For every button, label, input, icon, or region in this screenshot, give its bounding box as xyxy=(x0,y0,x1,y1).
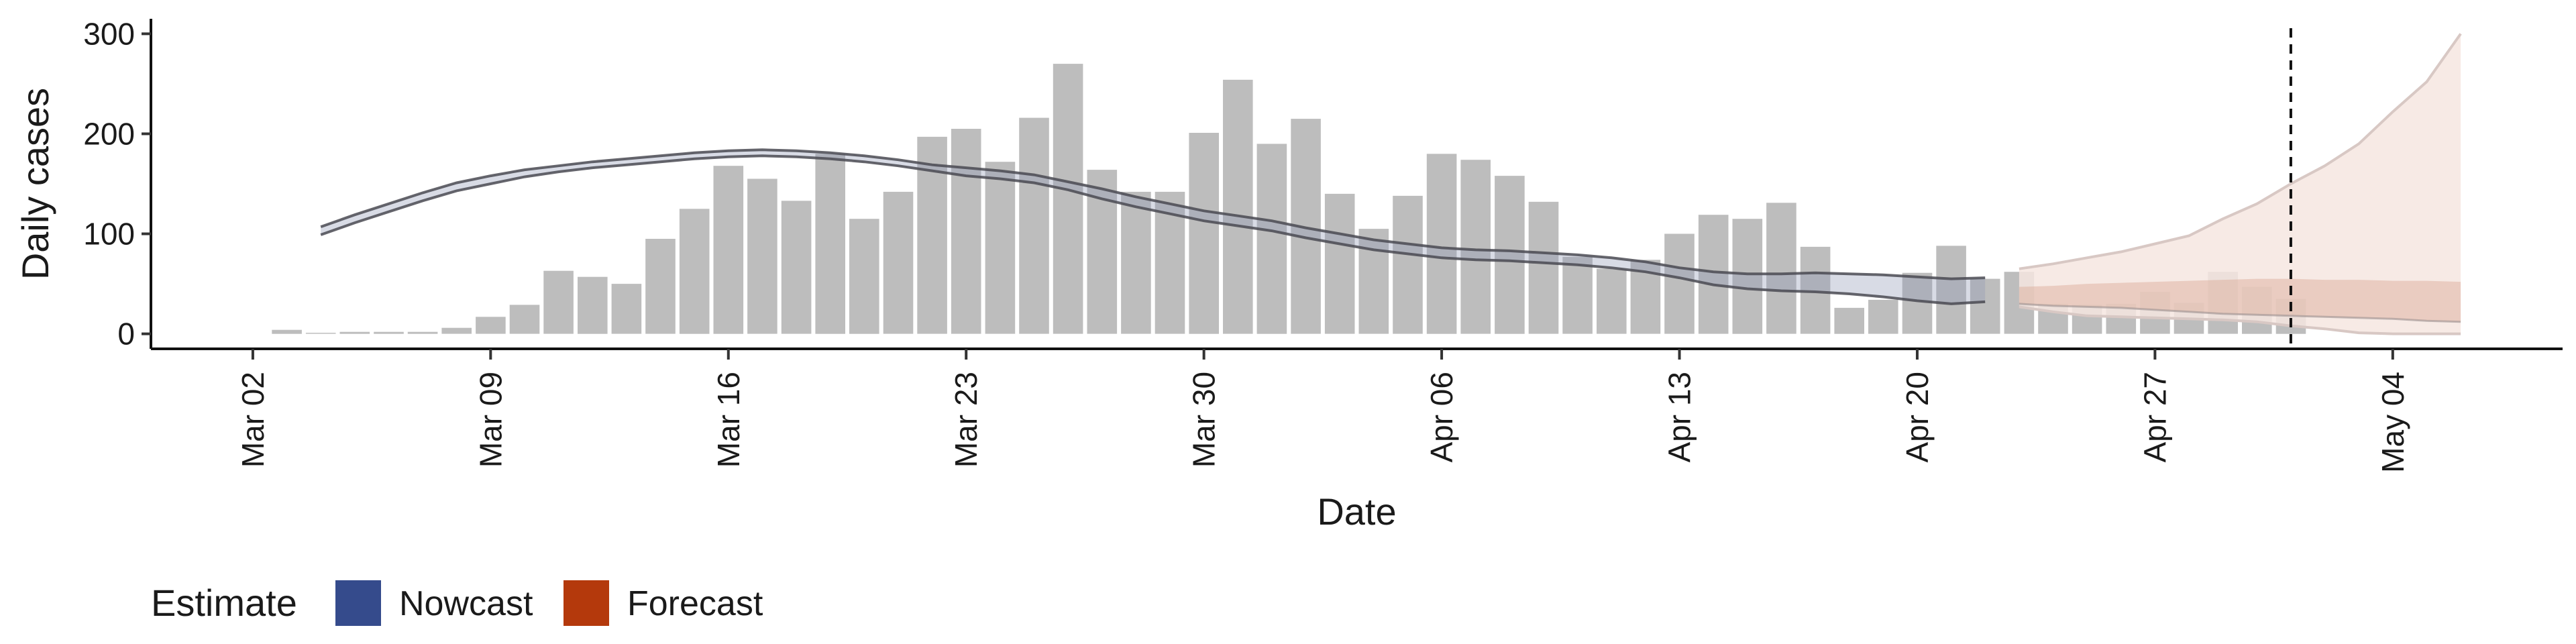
bar-2020-03-23 xyxy=(951,129,981,334)
legend: Estimate Nowcast Forecast xyxy=(151,580,763,626)
forecast-inner-band xyxy=(2019,278,2461,322)
bar-2020-04-21 xyxy=(1936,246,1966,334)
x-tick-label-2020-04-13: Apr 13 xyxy=(1662,372,1697,463)
y-axis-title: Daily cases xyxy=(14,88,56,280)
x-axis-title: Date xyxy=(1317,490,1396,533)
y-tick-label-300: 300 xyxy=(83,16,135,51)
x-tick-label-2020-05-04: May 04 xyxy=(2375,372,2410,473)
estimate-lower-line xyxy=(320,154,1986,305)
bar-2020-04-18 xyxy=(1834,307,1864,334)
forecast-layer xyxy=(2019,33,2462,335)
bar-2020-03-17 xyxy=(747,178,777,334)
y-tick-label-0: 0 xyxy=(117,317,135,352)
bar-2020-04-01 xyxy=(1256,144,1287,334)
bar-2020-04-10 xyxy=(1562,256,1593,334)
bar-2020-04-20 xyxy=(1902,272,1933,334)
x-tick-label-2020-03-30: Mar 30 xyxy=(1187,372,1222,468)
legend-label-forecast: Forecast xyxy=(627,584,763,623)
bar-2020-03-04 xyxy=(305,333,336,334)
bar-2020-03-10 xyxy=(509,305,540,334)
forecast-outer-band xyxy=(2019,34,2461,334)
bar-2020-03-21 xyxy=(883,191,914,334)
bar-2020-04-13 xyxy=(1664,233,1695,334)
x-tick-label-2020-03-16: Mar 16 xyxy=(711,372,746,468)
bar-2020-04-22 xyxy=(1970,278,2000,334)
x-tick-label-2020-04-20: Apr 20 xyxy=(1900,372,1935,463)
bar-2020-03-03 xyxy=(272,329,302,334)
bar-2020-03-11 xyxy=(543,270,574,334)
bar-2020-03-28 xyxy=(1121,191,1151,334)
bar-2020-04-09 xyxy=(1528,201,1559,334)
x-tick-label-2020-03-02: Mar 02 xyxy=(235,372,270,468)
bar-2020-03-24 xyxy=(985,162,1016,334)
bar-2020-03-26 xyxy=(1053,64,1083,334)
bar-2020-03-07 xyxy=(407,331,438,334)
bar-2020-03-15 xyxy=(679,209,710,334)
legend-label-nowcast: Nowcast xyxy=(399,584,533,623)
bar-2020-03-19 xyxy=(815,154,845,334)
axes-layer: 0 100 200 300 Mar 02 Mar 09 Mar 16 Mar 23 Mar 30… xyxy=(14,16,2563,533)
bar-2020-04-03 xyxy=(1324,193,1355,334)
bar-2020-04-06 xyxy=(1426,154,1457,334)
estimate-layer xyxy=(320,28,2292,349)
x-tick-label-2020-04-27: Apr 27 xyxy=(2137,372,2172,463)
legend-swatch-forecast xyxy=(564,580,609,626)
legend-swatch-nowcast xyxy=(335,580,381,626)
bar-2020-03-30 xyxy=(1189,133,1219,334)
bar-2020-04-04 xyxy=(1358,229,1389,334)
bar-2020-03-25 xyxy=(1019,117,1049,334)
bar-2020-03-31 xyxy=(1223,79,1253,334)
estimate-upper-line xyxy=(320,148,1986,280)
legend-title: Estimate xyxy=(151,582,297,624)
bar-2020-03-18 xyxy=(781,201,812,334)
bar-2020-03-08 xyxy=(441,327,472,334)
bar-2020-04-16 xyxy=(1766,203,1796,334)
x-tick-label-2020-03-23: Mar 23 xyxy=(949,372,983,468)
forecast-outer-lower-line xyxy=(2019,305,2461,335)
bar-2020-04-19 xyxy=(1868,299,1898,334)
bar-2020-04-14 xyxy=(1698,215,1729,334)
bar-2020-04-11 xyxy=(1597,268,1627,334)
bar-2020-04-05 xyxy=(1393,195,1423,334)
bar-2020-04-07 xyxy=(1460,160,1491,334)
bars-layer xyxy=(272,64,2306,334)
x-tick-label-2020-03-09: Mar 09 xyxy=(473,372,508,468)
bar-2020-03-16 xyxy=(713,166,744,334)
bar-2020-03-14 xyxy=(645,239,676,334)
estimate-band xyxy=(321,150,1986,304)
x-tick-label-2020-04-06: Apr 06 xyxy=(1424,372,1459,463)
forecast-inner-lower-line xyxy=(2019,303,2461,323)
bar-2020-03-09 xyxy=(476,317,506,334)
bar-2020-03-20 xyxy=(849,219,879,334)
forecast-outer-upper-line xyxy=(2019,33,2462,270)
y-tick-label-100: 100 xyxy=(83,217,135,252)
y-tick-label-200: 200 xyxy=(83,116,135,151)
bar-2020-03-05 xyxy=(339,331,370,334)
bar-2020-03-12 xyxy=(578,276,608,334)
bar-2020-03-06 xyxy=(374,331,404,334)
bar-2020-04-15 xyxy=(1732,219,1763,334)
bar-2020-03-13 xyxy=(611,284,642,334)
bar-2020-04-08 xyxy=(1495,176,1525,334)
